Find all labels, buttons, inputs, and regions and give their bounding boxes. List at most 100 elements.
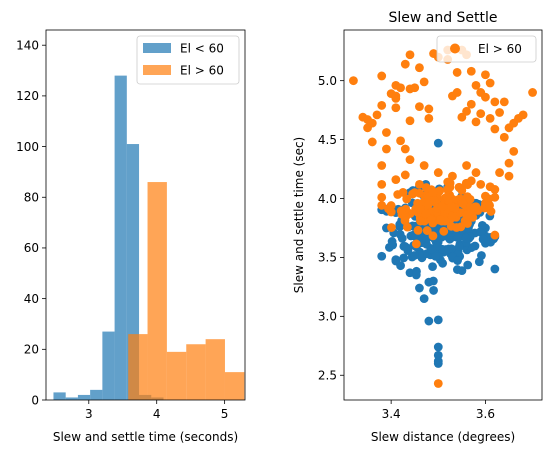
x-tick-label: 4 (153, 407, 161, 421)
scatter-point (429, 286, 438, 295)
scatter-point (457, 112, 467, 122)
scatter-point (424, 104, 434, 114)
histogram-series-el-above-60 (128, 182, 245, 400)
scatter-point (465, 194, 475, 204)
legend-label-el-above-60: El > 60 (180, 64, 224, 78)
scatter-point (490, 264, 500, 274)
scatter-point (452, 233, 462, 242)
scatter-point (372, 110, 382, 120)
scatter-point (435, 186, 445, 196)
scatter-point (509, 146, 519, 156)
scatter-point (400, 144, 410, 154)
scatter-point (391, 93, 401, 103)
scatter-point (471, 168, 481, 177)
scatter-point (382, 144, 391, 154)
scatter-point (448, 171, 457, 181)
histogram-bar (77, 394, 91, 400)
scatter-point (504, 171, 514, 181)
x-tick-label: 5 (221, 407, 229, 421)
scatter-point (391, 255, 401, 265)
scatter-point (477, 221, 487, 230)
scatter-point (481, 92, 490, 102)
scatter-point (466, 99, 476, 109)
scatter-point (382, 128, 391, 137)
scatter-point (437, 202, 447, 212)
y-tick-label: 80 (24, 191, 39, 205)
histogram-y-ticks: 0 20 40 60 80 100 120 140 (16, 39, 46, 407)
histogram-bar (186, 344, 206, 400)
histogram-panel: 3 4 5 0 20 40 60 80 100 120 140 Slew and settle t… (16, 29, 246, 444)
scatter-point (415, 102, 424, 111)
y-tick-label: 0 (31, 393, 39, 407)
y-tick-label: 3.5 (318, 251, 337, 265)
scatter-point (478, 234, 488, 244)
scatter-point (427, 215, 436, 225)
scatter-point (476, 179, 486, 189)
scatter-point (416, 216, 425, 226)
scatter-point (405, 50, 415, 60)
y-tick-label: 120 (16, 89, 39, 103)
scatter-point (454, 182, 464, 192)
scatter-point (462, 210, 472, 220)
scatter-point (466, 66, 476, 76)
scatter-point (428, 188, 438, 197)
scatter-point (447, 202, 456, 212)
scatter-point (453, 256, 462, 265)
y-tick-label: 2.5 (318, 369, 337, 383)
scatter-point (495, 108, 504, 117)
scatter-point (405, 155, 415, 165)
histogram-bar (90, 389, 103, 400)
scatter-point (470, 202, 480, 212)
legend-swatch-el-below-60 (143, 43, 171, 53)
scatter-point (433, 241, 442, 251)
histogram-x-ticks: 3 4 5 (85, 400, 228, 421)
scatter-point (481, 70, 490, 80)
scatter-point (415, 283, 424, 293)
scatter-point (410, 83, 420, 93)
scatter-point (462, 106, 471, 116)
scatter-point (424, 113, 434, 123)
scatter-point (452, 88, 462, 97)
scatter-point (442, 192, 452, 202)
scatter-point (428, 276, 438, 286)
scatter-point (411, 239, 421, 249)
scatter-point (377, 251, 387, 261)
scatter-point (388, 240, 398, 250)
scatter-point (528, 88, 537, 97)
scatter-point (495, 168, 504, 177)
scatter-y-label: Slew and settle time (sec) (292, 137, 306, 293)
y-tick-label: 100 (16, 140, 39, 154)
scatter-point (377, 200, 387, 210)
scatter-point (444, 244, 454, 254)
scatter-point (457, 266, 467, 276)
scatter-point (490, 230, 500, 240)
legend-label-scatter-el-above-60: El > 60 (478, 42, 522, 56)
x-tick-label: 3 (85, 407, 93, 421)
histogram-bar (166, 351, 187, 400)
histogram-bar (224, 372, 245, 400)
scatter-point (461, 233, 471, 243)
scatter-point (419, 161, 429, 170)
scatter-y-ticks: 2.5 3.0 3.5 4.0 4.5 5.0 (318, 74, 344, 383)
scatter-point (387, 223, 396, 232)
scatter-point (490, 124, 500, 134)
scatter-point (504, 158, 514, 168)
histogram-bar (65, 397, 78, 400)
y-tick-label: 40 (24, 292, 39, 306)
scatter-point (463, 260, 473, 270)
scatter-point (433, 379, 443, 388)
scatter-point (423, 200, 433, 209)
scatter-point (463, 219, 472, 228)
x-tick-label: 3.4 (382, 407, 401, 421)
scatter-point (408, 189, 418, 199)
y-tick-label: 20 (24, 343, 39, 357)
scatter-x-ticks: 3.4 3.6 (382, 400, 495, 421)
x-tick-label: 3.6 (476, 407, 495, 421)
scatter-point (433, 342, 443, 352)
scatter-point (415, 63, 424, 73)
scatter-point (400, 242, 410, 251)
scatter-point (436, 215, 446, 225)
scatter-point (433, 168, 443, 177)
scatter-point (485, 78, 495, 88)
